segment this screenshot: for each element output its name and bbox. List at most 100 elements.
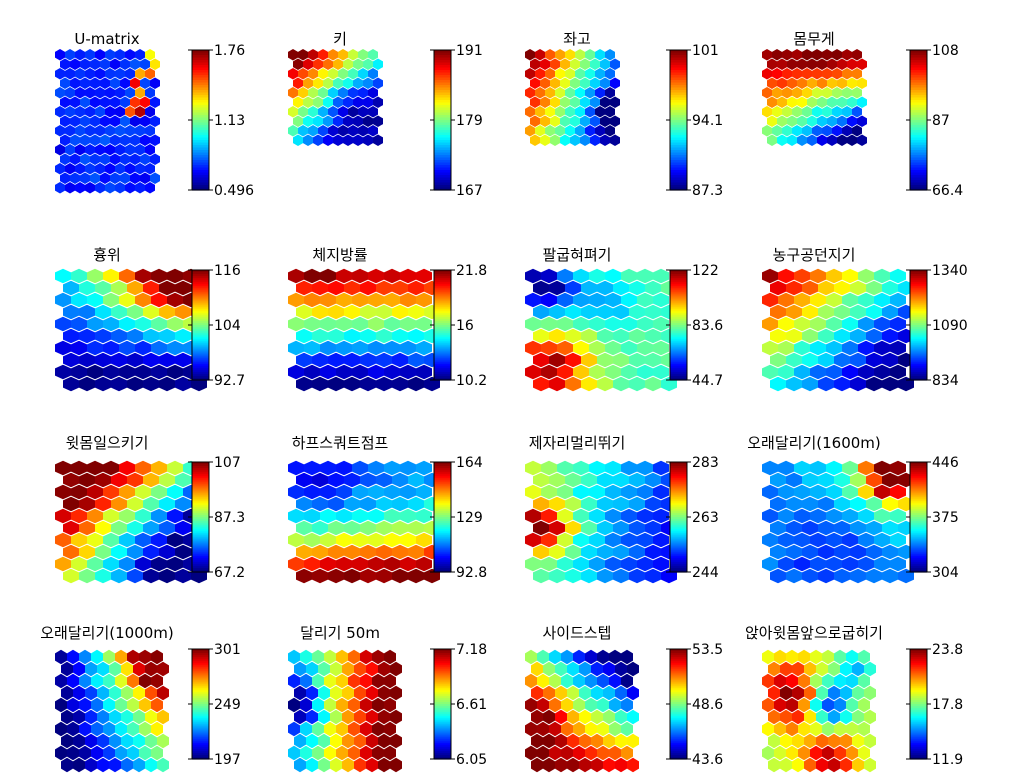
- colorbar-tick-label: 6.61: [456, 697, 487, 713]
- hex-cell: [857, 58, 867, 70]
- colorbar-band: [670, 120, 687, 124]
- colorbar-band: [910, 372, 927, 375]
- colorbar-band: [910, 755, 927, 758]
- colorbar-band: [192, 270, 209, 273]
- hex-cell: [847, 115, 857, 127]
- colorbar-band: [192, 332, 209, 336]
- hex-cell: [139, 649, 151, 665]
- colorbar-band: [910, 301, 927, 304]
- hex-cell: [373, 115, 383, 127]
- colorbar-band: [670, 150, 687, 154]
- colorbar-band: [910, 536, 927, 540]
- hex-cell: [600, 58, 610, 70]
- colorbar-band: [434, 374, 451, 377]
- colorbar-tick-label: 94.1: [692, 113, 723, 129]
- colorbar-band: [910, 664, 927, 668]
- hex-cell: [822, 125, 832, 137]
- colorbar-band: [434, 358, 451, 361]
- colorbar-band: [670, 743, 687, 746]
- colorbar-band: [910, 491, 927, 495]
- colorbar-band: [910, 721, 927, 725]
- hex-cell: [834, 520, 850, 536]
- hex-cell: [890, 292, 906, 308]
- hex-cell: [119, 292, 135, 308]
- hex-cell: [645, 328, 661, 344]
- hex-cell: [565, 496, 581, 512]
- hex-cell: [294, 709, 306, 725]
- hex-cell: [79, 472, 95, 488]
- hex-cell: [304, 292, 320, 308]
- hex-cell: [318, 733, 330, 749]
- colorbar-band: [910, 102, 927, 106]
- hex-cell: [312, 472, 328, 488]
- colorbar-band: [910, 513, 927, 516]
- hex-cell: [858, 340, 874, 356]
- hex-cell: [65, 182, 75, 194]
- hex-cell: [802, 49, 812, 61]
- hex-cell: [852, 68, 862, 80]
- hex-cell: [151, 460, 167, 476]
- hex-cell: [150, 172, 160, 184]
- colorbar-tick-label: 53.5: [692, 642, 723, 658]
- hex-cell: [298, 106, 308, 118]
- hex-cell: [610, 58, 620, 70]
- hex-cell: [794, 268, 810, 284]
- colorbar-band: [192, 682, 209, 685]
- hex-cell: [545, 106, 555, 118]
- hex-cell: [762, 697, 774, 713]
- hex-cell: [121, 709, 133, 725]
- hex-cell: [308, 87, 318, 99]
- hex-cell: [767, 96, 777, 108]
- hex-cell: [328, 568, 344, 584]
- colorbar-band: [192, 483, 209, 487]
- hex-cell: [143, 352, 159, 368]
- hex-cell: [834, 376, 850, 392]
- hex-cell: [55, 721, 67, 737]
- colorbar-band: [434, 172, 451, 176]
- hex-cell: [613, 520, 629, 536]
- hex-cell: [613, 376, 629, 392]
- hex-cell: [874, 292, 890, 308]
- hex-cell: [767, 77, 777, 89]
- hex-cell: [537, 649, 549, 665]
- colorbar-band: [670, 167, 687, 171]
- colorbar-band: [670, 532, 687, 536]
- hex-cell: [842, 49, 852, 61]
- hex-cell: [565, 568, 581, 584]
- colorbar-band: [670, 656, 687, 660]
- colorbar-band: [910, 485, 927, 489]
- hex-cell: [828, 685, 840, 701]
- colorbar-band: [670, 165, 687, 169]
- hex-cell: [119, 340, 135, 356]
- hex-cell: [323, 58, 333, 70]
- hex-cell: [293, 115, 303, 127]
- hex-cell: [580, 77, 590, 89]
- hex-cell: [850, 304, 866, 320]
- hex-cell: [613, 496, 629, 512]
- hex-cell: [360, 304, 376, 320]
- hex-cell: [621, 316, 637, 332]
- hex-cell: [111, 280, 127, 296]
- colorbar-tick-label: 107: [214, 455, 241, 471]
- colorbar-band: [910, 650, 927, 654]
- hex-cell: [762, 745, 774, 761]
- hex-cell: [555, 757, 567, 773]
- hex-cell: [288, 460, 304, 476]
- hex-grid: [525, 649, 639, 773]
- hex-cell: [79, 568, 95, 584]
- colorbar-band: [434, 344, 451, 348]
- colorbar-band: [670, 283, 687, 287]
- hex-cell: [95, 49, 105, 61]
- hex-cell: [621, 340, 637, 356]
- colorbar-band: [910, 50, 927, 54]
- hex-cell: [777, 96, 787, 108]
- colorbar-band: [434, 275, 451, 279]
- hex-cell: [590, 58, 600, 70]
- colorbar-band: [670, 364, 687, 367]
- colorbar-band: [434, 62, 451, 66]
- colorbar-band: [670, 660, 687, 664]
- colorbar-band: [670, 652, 687, 656]
- hex-cell: [591, 685, 603, 701]
- colorbar-band: [192, 348, 209, 352]
- hex-cell: [826, 364, 842, 380]
